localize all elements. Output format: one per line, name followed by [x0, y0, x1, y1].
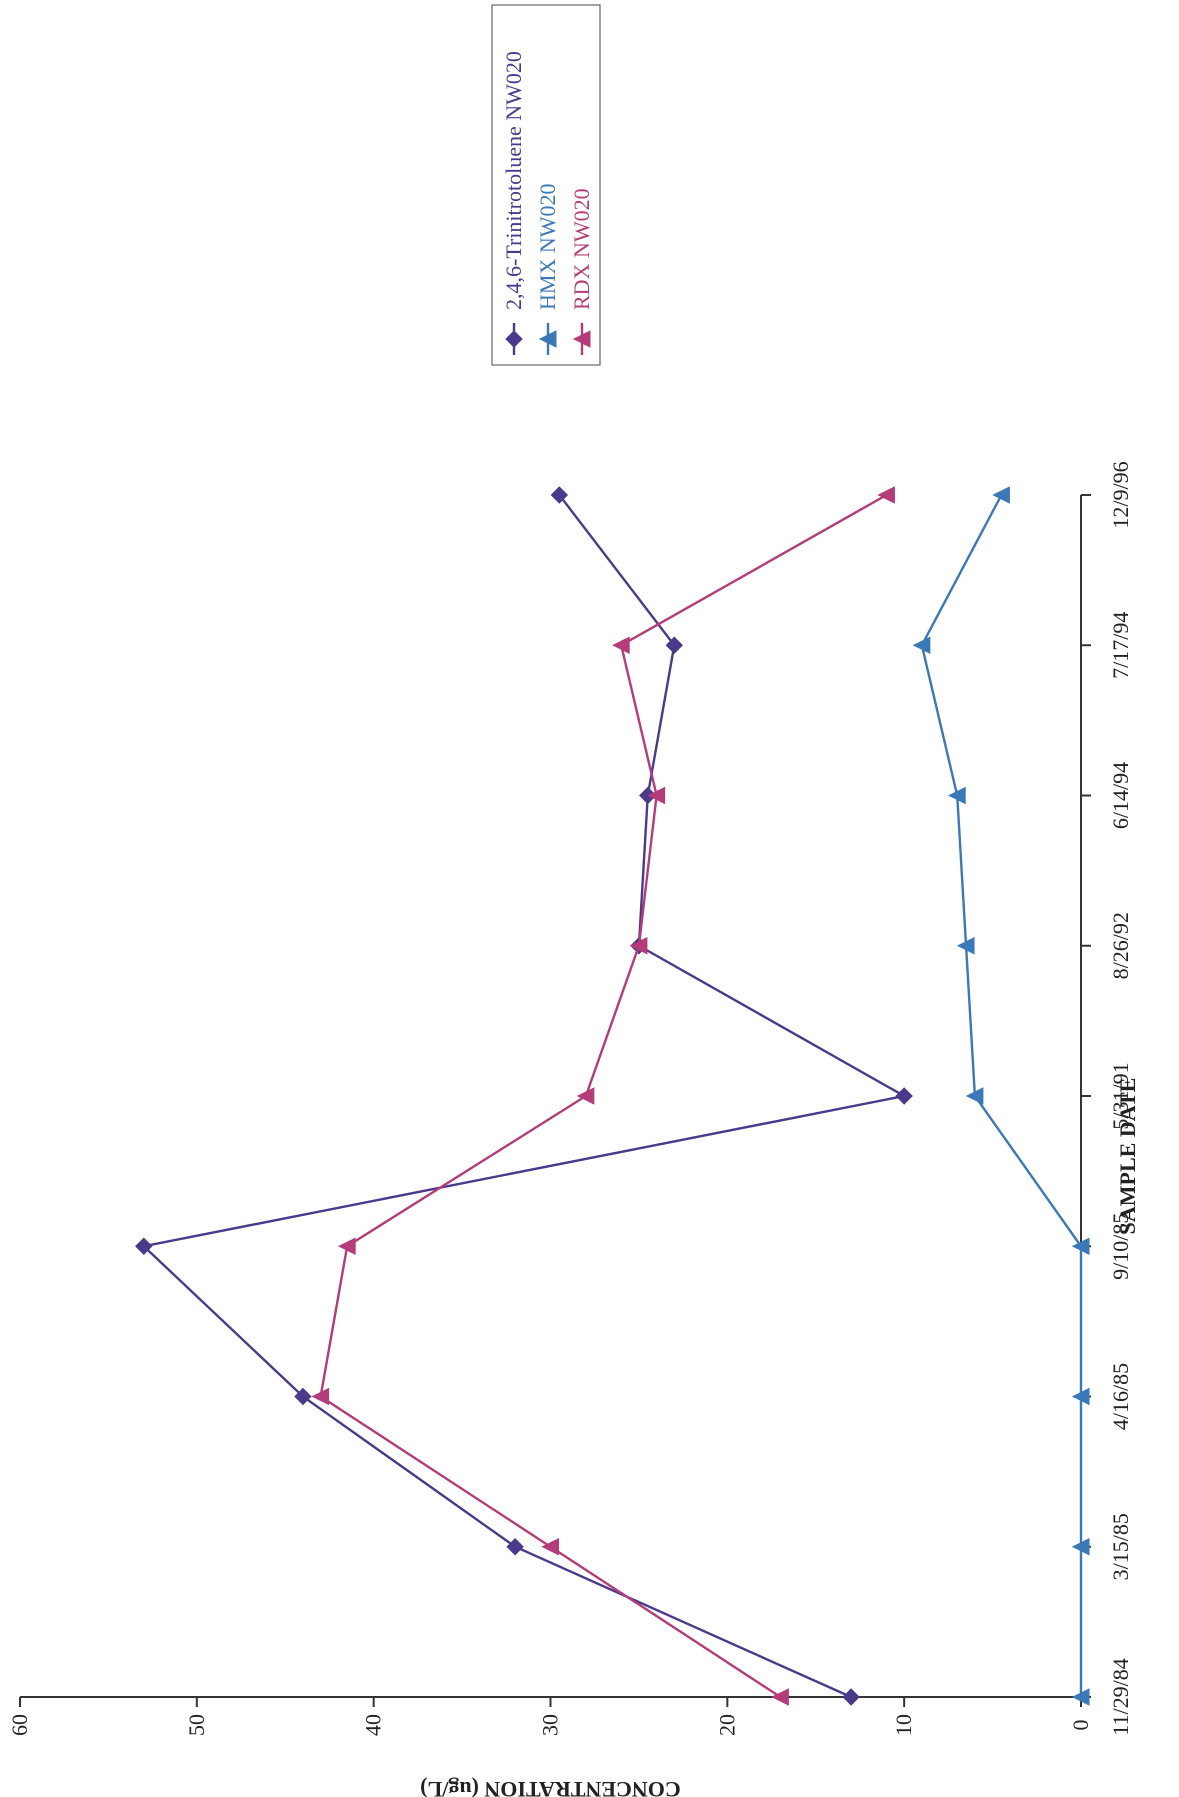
data-point	[505, 330, 523, 348]
series-2	[912, 486, 1090, 1706]
plot-area: 11/29/84 3/15/85 4/16/85 9/10/85 5/31/91 8/26…	[7, 461, 1133, 1736]
data-point	[647, 786, 666, 805]
series-1	[135, 486, 913, 1706]
data-point	[842, 1688, 860, 1706]
data-point	[956, 936, 975, 955]
x-tick-label: 9/10/85	[1108, 1213, 1133, 1280]
data-point	[538, 330, 557, 348]
y-tick-label: 40	[361, 1714, 386, 1736]
y-axis: 0 10 20 30 40 50 60	[7, 1696, 1093, 1736]
data-point	[506, 1538, 524, 1556]
legend-entry: HMX NW020	[535, 184, 560, 355]
series-3	[311, 486, 895, 1706]
data-point	[135, 1237, 153, 1255]
data-point	[550, 486, 569, 504]
y-axis-title: CONCENTRATION (ug/L)	[420, 1777, 681, 1797]
data-point	[771, 1688, 789, 1706]
data-point	[877, 486, 895, 504]
y-tick-label: 0	[1068, 1720, 1093, 1731]
data-point	[895, 1087, 913, 1105]
data-point	[1071, 1387, 1090, 1406]
data-point	[992, 486, 1010, 504]
x-tick-label: 5/31/91	[1108, 1062, 1133, 1129]
data-point	[1071, 1237, 1090, 1256]
y-tick-label: 10	[891, 1714, 916, 1736]
data-point	[572, 330, 591, 348]
series-line	[319, 493, 888, 1699]
legend-label: RDX NW020	[569, 188, 594, 310]
data-point	[576, 1087, 595, 1105]
x-axis-title: SAMPLE DATE	[1115, 1078, 1140, 1235]
y-tick-label: 20	[714, 1714, 739, 1736]
legend-entries: 2,4,6-Trinitrotoluene NW020 HMX NW020 RDX …	[501, 51, 594, 355]
x-tick-label: 4/16/85	[1108, 1363, 1133, 1430]
data-point	[612, 636, 630, 655]
data-point	[1071, 1688, 1090, 1706]
data-point	[965, 1087, 984, 1105]
series-line	[920, 494, 1083, 1697]
x-tick-label: 6/14/94	[1108, 762, 1133, 829]
legend-box	[491, 4, 601, 366]
data-point	[311, 1387, 330, 1406]
legend-label: HMX NW020	[535, 184, 560, 311]
legend-label: 2,4,6-Trinitrotoluene NW020	[501, 51, 526, 310]
x-axis: 11/29/84 3/15/85 4/16/85 9/10/85 5/31/91 8/26…	[1080, 461, 1133, 1736]
data-point	[948, 786, 966, 805]
x-tick-label: 3/15/85	[1108, 1513, 1133, 1580]
x-tick-label: 7/17/94	[1108, 612, 1133, 679]
data-point	[541, 1537, 559, 1556]
data-point	[338, 1237, 356, 1256]
data-point	[629, 936, 648, 955]
data-point	[912, 636, 931, 655]
legend: 2,4,6-Trinitrotoluene NW020 HMX NW020 RDX …	[491, 4, 601, 366]
data-point	[294, 1387, 312, 1406]
legend-entry: RDX NW020	[569, 188, 594, 355]
x-tick-label: 12/9/96	[1108, 461, 1133, 528]
series-line	[141, 494, 908, 1699]
legend-entry: 2,4,6-Trinitrotoluene NW020	[501, 51, 526, 355]
y-tick-label: 50	[184, 1714, 209, 1736]
y-tick-label: 60	[7, 1714, 32, 1736]
data-point	[1071, 1537, 1090, 1556]
data-point	[665, 636, 683, 654]
x-tick-label: 11/29/84	[1108, 1658, 1133, 1735]
y-tick-label: 30	[538, 1714, 563, 1736]
x-tick-label: 8/26/92	[1108, 912, 1133, 979]
series-group	[135, 486, 1090, 1706]
